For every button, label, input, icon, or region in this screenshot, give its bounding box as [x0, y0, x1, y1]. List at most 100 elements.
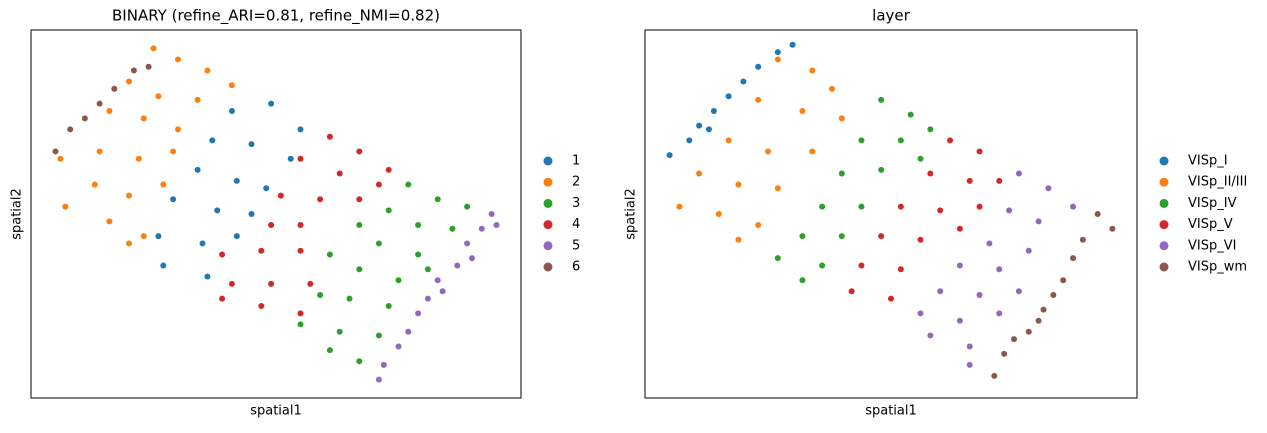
data-point [1094, 211, 1101, 217]
data-point [356, 196, 363, 203]
data-point [106, 107, 113, 114]
plot-frame [644, 29, 1138, 399]
data-point [725, 137, 732, 144]
data-point [848, 288, 855, 295]
data-point [966, 361, 973, 368]
legend-marker [543, 198, 553, 208]
data-point [927, 332, 934, 339]
legend-label: 3 [572, 196, 580, 211]
data-point [1006, 207, 1013, 214]
data-point [405, 181, 412, 188]
data-point [1015, 170, 1022, 177]
data-point [434, 277, 441, 284]
data-point [937, 288, 944, 295]
data-point [380, 361, 387, 368]
data-point [478, 225, 485, 232]
data-point [52, 148, 59, 155]
data-point [809, 67, 816, 74]
data-point [405, 328, 412, 335]
data-point [375, 181, 382, 188]
data-point [858, 262, 865, 269]
data-point [228, 107, 235, 114]
data-point [996, 177, 1003, 184]
x-axis-label: spatial1 [865, 404, 917, 419]
data-point [991, 372, 998, 379]
data-point [464, 203, 471, 210]
data-point [1109, 225, 1116, 232]
data-point [194, 96, 201, 103]
data-point [233, 177, 240, 184]
data-point [488, 211, 495, 217]
data-point [799, 233, 806, 240]
data-point [336, 170, 343, 177]
data-point [317, 196, 324, 203]
data-point [947, 137, 954, 144]
data-point [375, 376, 382, 383]
data-point [1025, 328, 1032, 335]
data-point [897, 137, 904, 144]
data-point [356, 358, 363, 365]
data-point [219, 295, 226, 302]
data-point [356, 222, 363, 229]
legend-marker [543, 241, 553, 251]
data-point [799, 107, 806, 114]
data-point [415, 251, 422, 258]
data-point [375, 332, 382, 339]
data-point [464, 240, 471, 247]
data-point [927, 126, 934, 133]
data-point [395, 343, 402, 350]
data-point [287, 155, 294, 162]
data-point [228, 280, 235, 287]
data-point [209, 137, 216, 144]
data-point [493, 222, 500, 229]
data-point [375, 240, 382, 247]
data-point [297, 321, 304, 328]
data-point [268, 280, 275, 287]
legend-label: 5 [572, 238, 580, 253]
y-axis-label: spatial2 [10, 188, 25, 240]
legend-label: VISp_V [1188, 217, 1233, 232]
data-point [774, 185, 781, 192]
data-point [214, 207, 221, 214]
data-point [449, 225, 456, 232]
data-point [789, 41, 796, 48]
data-point [996, 310, 1003, 317]
data-point [434, 196, 441, 203]
data-point [415, 222, 422, 229]
data-point [126, 78, 132, 85]
data-point [385, 207, 392, 214]
x-axis-label: spatial1 [250, 404, 302, 419]
data-point [976, 148, 983, 155]
data-point [819, 203, 826, 210]
data-point [996, 266, 1003, 273]
chart-title: layer [872, 7, 910, 25]
data-point [57, 155, 64, 162]
data-point [696, 170, 703, 177]
data-point [819, 262, 826, 269]
data-point [140, 233, 147, 240]
data-point [395, 277, 402, 284]
data-point [175, 56, 181, 63]
data-point [917, 155, 924, 162]
data-point [956, 317, 963, 324]
data-point [268, 100, 275, 107]
data-point [297, 155, 304, 162]
data-point [907, 111, 914, 118]
data-point [126, 240, 132, 247]
data-point [956, 225, 963, 232]
data-point [297, 126, 304, 133]
data-point [676, 203, 683, 210]
data-point [976, 203, 983, 210]
data-point [696, 122, 703, 129]
data-point [469, 255, 475, 262]
data-point [81, 115, 88, 122]
data-point [297, 247, 304, 254]
data-point [155, 93, 162, 100]
data-point [424, 266, 431, 273]
data-point [956, 262, 963, 269]
data-point [219, 251, 226, 258]
data-point [774, 56, 781, 63]
y-axis-label: spatial2 [624, 188, 639, 240]
data-point [62, 203, 69, 210]
